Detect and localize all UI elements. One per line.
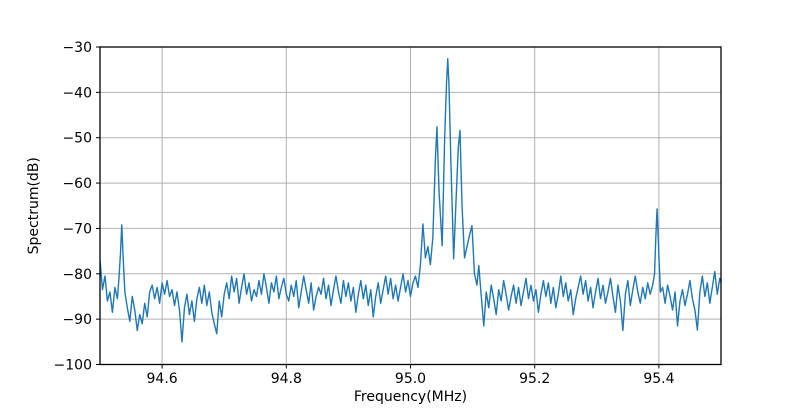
x-tick-label: 94.6 [147,371,178,387]
y-tick-label: −50 [62,131,92,147]
ticks-layer: 94.6 94.8 95.0 95.2 95.4 −30 −40 −50 −60 −70 −80 −9… [54,40,675,387]
y-tick-label: −100 [54,358,92,374]
x-axis-label: Frequency(MHz) [354,389,467,405]
y-tick-label: −40 [62,85,92,101]
x-tick-label: 95.4 [643,371,674,387]
x-tick-label: 95.2 [519,371,550,387]
y-tick-label: −30 [62,40,92,56]
y-tick-label: −70 [62,221,92,237]
x-tick-label: 95.0 [395,371,426,387]
y-tick-label: −80 [62,267,92,283]
y-tick-label: −60 [62,176,92,192]
x-tick-label: 94.8 [271,371,302,387]
y-tick-label: −90 [62,312,92,328]
spectrum-trace [100,58,721,343]
trace-layer [100,58,721,343]
y-axis-label: Spectrum(dB) [26,157,42,254]
